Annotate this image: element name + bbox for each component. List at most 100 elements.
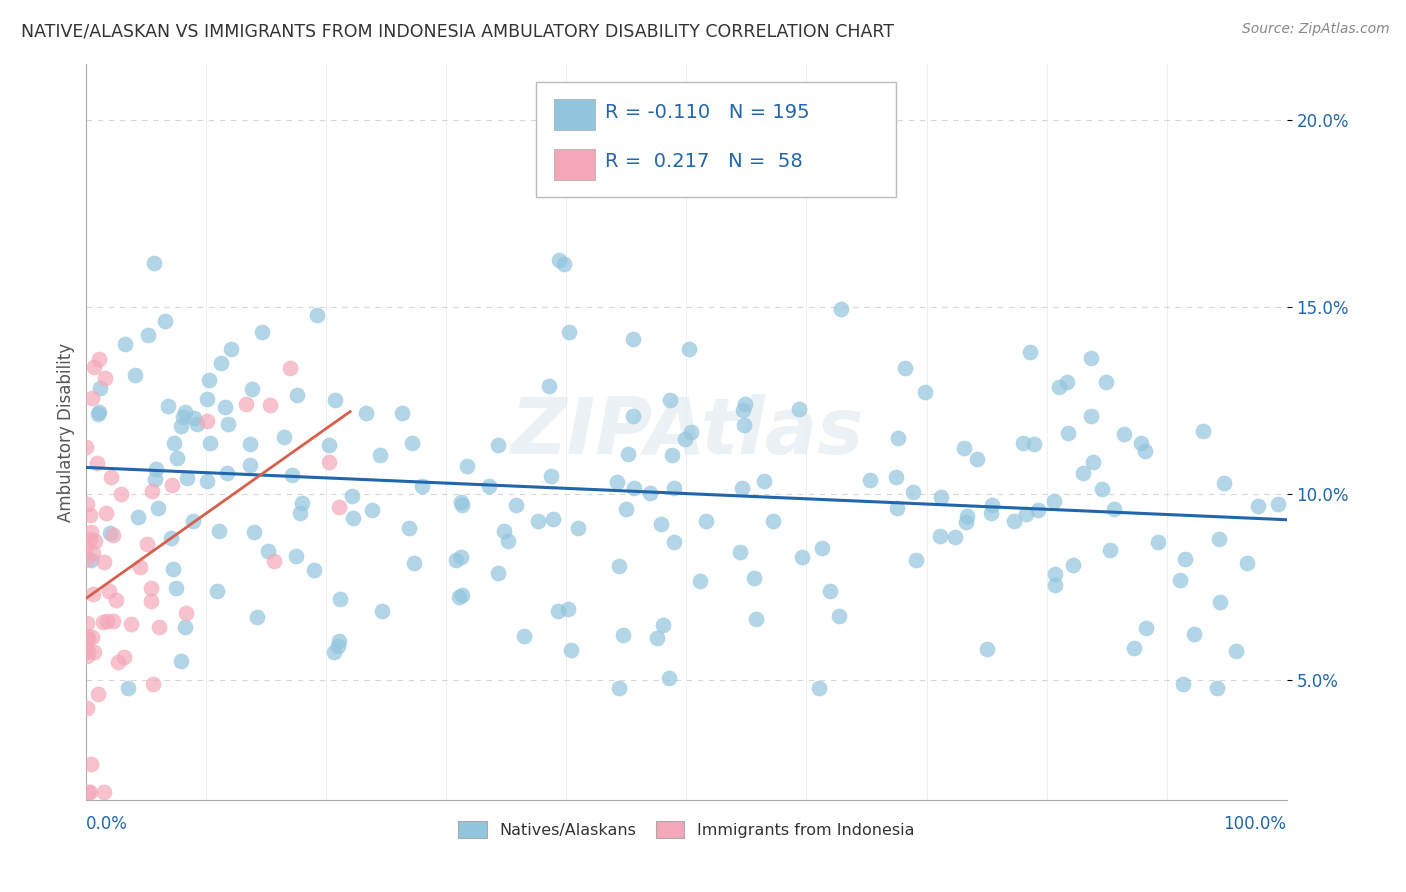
- Point: [246, 610, 269, 624]
- Point: [664, 481, 686, 495]
- Point: [1267, 497, 1289, 511]
- Point: [730, 545, 752, 559]
- Point: [1019, 344, 1042, 359]
- Point: [1135, 621, 1157, 635]
- FancyBboxPatch shape: [537, 82, 897, 196]
- Point: [1174, 552, 1197, 566]
- Point: [820, 584, 842, 599]
- Point: [145, 461, 167, 475]
- Point: [98, 584, 121, 599]
- Point: [142, 677, 165, 691]
- Point: [305, 308, 328, 322]
- Point: [540, 469, 562, 483]
- Point: [281, 468, 304, 483]
- Point: [609, 558, 631, 573]
- Point: [537, 378, 560, 392]
- Point: [976, 642, 998, 657]
- Point: [112, 649, 135, 664]
- Point: [1133, 444, 1156, 458]
- Point: [513, 630, 536, 644]
- Point: [762, 514, 785, 528]
- Point: [243, 524, 266, 539]
- Point: [650, 517, 672, 532]
- Point: [828, 609, 851, 624]
- Text: NATIVE/ALASKAN VS IMMIGRANTS FROM INDONESIA AMBULATORY DISABILITY CORRELATION CH: NATIVE/ALASKAN VS IMMIGRANTS FROM INDONE…: [21, 22, 894, 40]
- Point: [318, 455, 340, 469]
- Point: [80, 553, 103, 567]
- Point: [323, 645, 346, 659]
- Point: [790, 549, 813, 564]
- Point: [170, 654, 193, 668]
- Point: [120, 616, 142, 631]
- FancyBboxPatch shape: [554, 99, 595, 130]
- Point: [1022, 437, 1045, 451]
- Point: [886, 501, 908, 516]
- Point: [1080, 351, 1102, 366]
- Point: [80, 631, 103, 645]
- Point: [661, 448, 683, 462]
- Point: [240, 382, 263, 396]
- Point: [89, 381, 111, 395]
- Point: [162, 562, 184, 576]
- Point: [342, 511, 364, 525]
- Point: [884, 469, 907, 483]
- Point: [328, 634, 350, 648]
- Point: [89, 405, 111, 419]
- Point: [450, 587, 472, 601]
- Point: [1147, 535, 1170, 549]
- Point: [557, 602, 579, 616]
- Legend: Natives/Alaskans, Immigrants from Indonesia: Natives/Alaskans, Immigrants from Indone…: [451, 814, 921, 845]
- Point: [169, 419, 191, 434]
- Point: [1130, 436, 1153, 450]
- Point: [505, 498, 527, 512]
- Point: [612, 627, 634, 641]
- Point: [159, 531, 181, 545]
- Point: [80, 757, 103, 772]
- Point: [79, 532, 101, 546]
- Point: [651, 617, 673, 632]
- Point: [114, 337, 136, 351]
- Point: [451, 498, 474, 512]
- Point: [398, 521, 420, 535]
- Point: [496, 533, 519, 548]
- Point: [143, 472, 166, 486]
- Point: [1123, 641, 1146, 656]
- Point: [543, 512, 565, 526]
- Point: [567, 521, 589, 535]
- Point: [76, 629, 98, 643]
- Y-axis label: Ambulatory Disability: Ambulatory Disability: [58, 343, 75, 522]
- Point: [1083, 455, 1105, 469]
- Point: [1056, 375, 1078, 389]
- Text: R = -0.110   N = 195: R = -0.110 N = 195: [605, 103, 810, 122]
- Point: [494, 524, 516, 538]
- Point: [86, 456, 108, 470]
- Point: [787, 401, 810, 416]
- Point: [1047, 380, 1070, 394]
- Point: [80, 391, 103, 405]
- Point: [208, 524, 231, 538]
- Point: [553, 257, 575, 271]
- Point: [96, 614, 118, 628]
- Point: [370, 604, 392, 618]
- Point: [162, 435, 184, 450]
- Point: [239, 458, 262, 472]
- Point: [197, 374, 219, 388]
- Point: [76, 644, 98, 658]
- Point: [117, 681, 139, 695]
- Point: [742, 572, 765, 586]
- Point: [527, 515, 550, 529]
- Point: [136, 537, 159, 551]
- Point: [291, 495, 314, 509]
- FancyBboxPatch shape: [554, 149, 595, 179]
- Point: [139, 581, 162, 595]
- Point: [174, 620, 197, 634]
- Point: [257, 543, 280, 558]
- Point: [1011, 435, 1033, 450]
- Point: [94, 371, 117, 385]
- Point: [214, 401, 236, 415]
- Point: [148, 620, 170, 634]
- Point: [609, 681, 631, 695]
- Point: [360, 502, 382, 516]
- Point: [1091, 482, 1114, 496]
- Point: [1171, 677, 1194, 691]
